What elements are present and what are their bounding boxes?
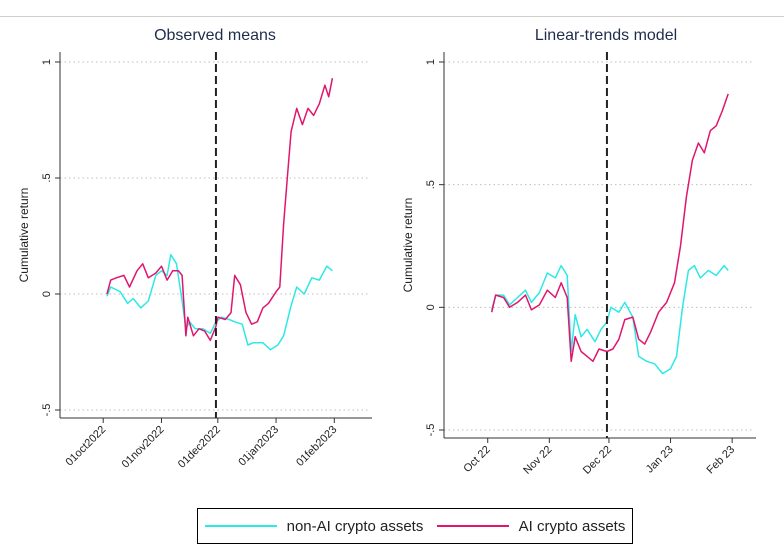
legend-swatch-ai xyxy=(436,525,509,527)
y-tick-label: .5 xyxy=(425,180,437,189)
legend-item-ai: AI crypto assets xyxy=(436,517,626,535)
series-line-non-ai xyxy=(106,253,333,351)
y-tick-label: 0 xyxy=(425,304,437,310)
y-axis-label: Cumulative return xyxy=(17,188,31,283)
x-tick-label: Nov 22 xyxy=(521,444,554,477)
series-line-ai xyxy=(490,93,729,363)
x-tick-label: 01jan2023 xyxy=(236,424,281,469)
legend-label-ai: AI crypto assets xyxy=(518,517,626,535)
panel-2: Linear-trends model 1 .5 0 -.5 Oct 22 Nov 22 De… xyxy=(401,27,756,477)
y-axis-label: Cumulative return xyxy=(401,198,415,293)
y-tick-label: 1 xyxy=(425,59,437,65)
series-line-non-ai xyxy=(490,264,729,375)
x-tick-label: 01oct2022 xyxy=(64,424,109,469)
x-tick-label: Jan 23 xyxy=(644,444,676,476)
legend-label-non-ai: non-AI crypto assets xyxy=(286,517,424,535)
y-tick-label: .5 xyxy=(41,173,53,182)
y-tick-label: 1 xyxy=(41,59,53,65)
y-tick-label: -.5 xyxy=(425,424,437,437)
y-tick-label: -.5 xyxy=(41,404,53,417)
legend: non-AI crypto assets AI crypto assets xyxy=(197,508,633,544)
legend-item-non-ai: non-AI crypto assets xyxy=(204,517,424,535)
x-tick-label: 01feb2023 xyxy=(294,424,339,469)
x-tick-label: Dec 22 xyxy=(581,444,614,477)
y-tick-label: 0 xyxy=(41,291,53,297)
x-tick-label: 01dec2022 xyxy=(176,424,223,471)
x-tick-label: 01nov2022 xyxy=(120,424,167,471)
panel-title: Linear-trends model xyxy=(535,27,677,44)
x-tick-label: Feb 23 xyxy=(705,444,738,477)
x-tick-label: Oct 22 xyxy=(461,444,492,475)
top-divider xyxy=(0,16,784,17)
series-line-ai xyxy=(106,78,334,342)
legend-swatch-non-ai xyxy=(204,525,277,527)
panel-title: Observed means xyxy=(154,27,276,44)
